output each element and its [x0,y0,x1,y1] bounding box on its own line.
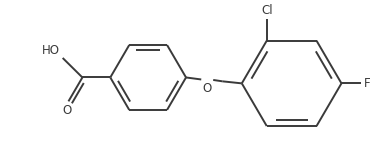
Text: HO: HO [42,44,60,57]
Text: O: O [203,82,212,95]
Text: F: F [363,77,370,90]
Text: Cl: Cl [261,4,273,17]
Text: O: O [63,104,72,117]
